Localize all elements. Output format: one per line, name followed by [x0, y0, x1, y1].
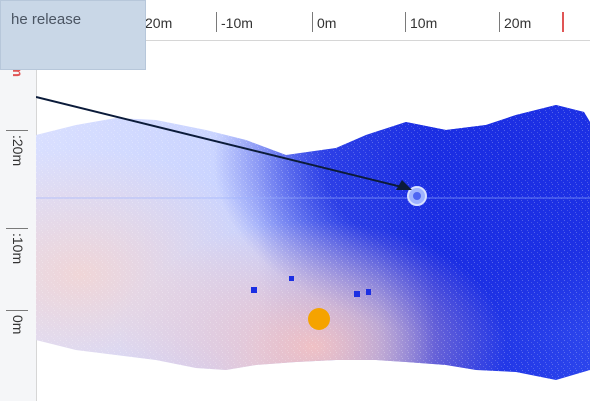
left-ruler-tick: 0m	[6, 310, 28, 371]
callout-text: he release	[11, 11, 82, 28]
top-ruler-tick: 20m	[499, 12, 531, 32]
top-ruler-tick-label: 20m	[504, 15, 532, 31]
top-ruler-tick-label: 20m	[145, 15, 173, 31]
left-ruler: .62m :20m :10m 0m	[0, 40, 37, 401]
top-ruler-tick: -10m	[216, 12, 253, 32]
heatmap-svg[interactable]	[35, 40, 590, 401]
orange-source-marker[interactable]	[308, 308, 330, 330]
left-ruler-tick-label: :10m	[10, 233, 26, 265]
left-ruler-tick-label: 0m	[10, 315, 26, 335]
top-ruler-tick: 10m	[405, 12, 437, 32]
callout-arrow	[35, 96, 412, 190]
data-point	[251, 287, 257, 293]
info-callout: he release	[0, 0, 146, 70]
target-marker[interactable]	[407, 186, 427, 206]
data-point	[354, 291, 360, 297]
top-ruler-tick: 0m	[312, 12, 336, 32]
data-point	[366, 289, 371, 295]
left-ruler-tick-label: :20m	[10, 135, 26, 167]
data-points	[251, 276, 371, 297]
data-point	[289, 276, 294, 281]
top-ruler-red-marker	[562, 12, 564, 32]
heatmap-area[interactable]	[36, 40, 590, 401]
top-ruler-tick-label: 0m	[317, 15, 337, 31]
top-ruler-tick-label: 10m	[410, 15, 438, 31]
left-ruler-tick: :20m	[6, 130, 28, 191]
top-ruler-tick-label: -10m	[221, 15, 253, 31]
heatmap-plot[interactable]	[35, 40, 590, 401]
left-ruler-tick: :10m	[6, 228, 28, 289]
